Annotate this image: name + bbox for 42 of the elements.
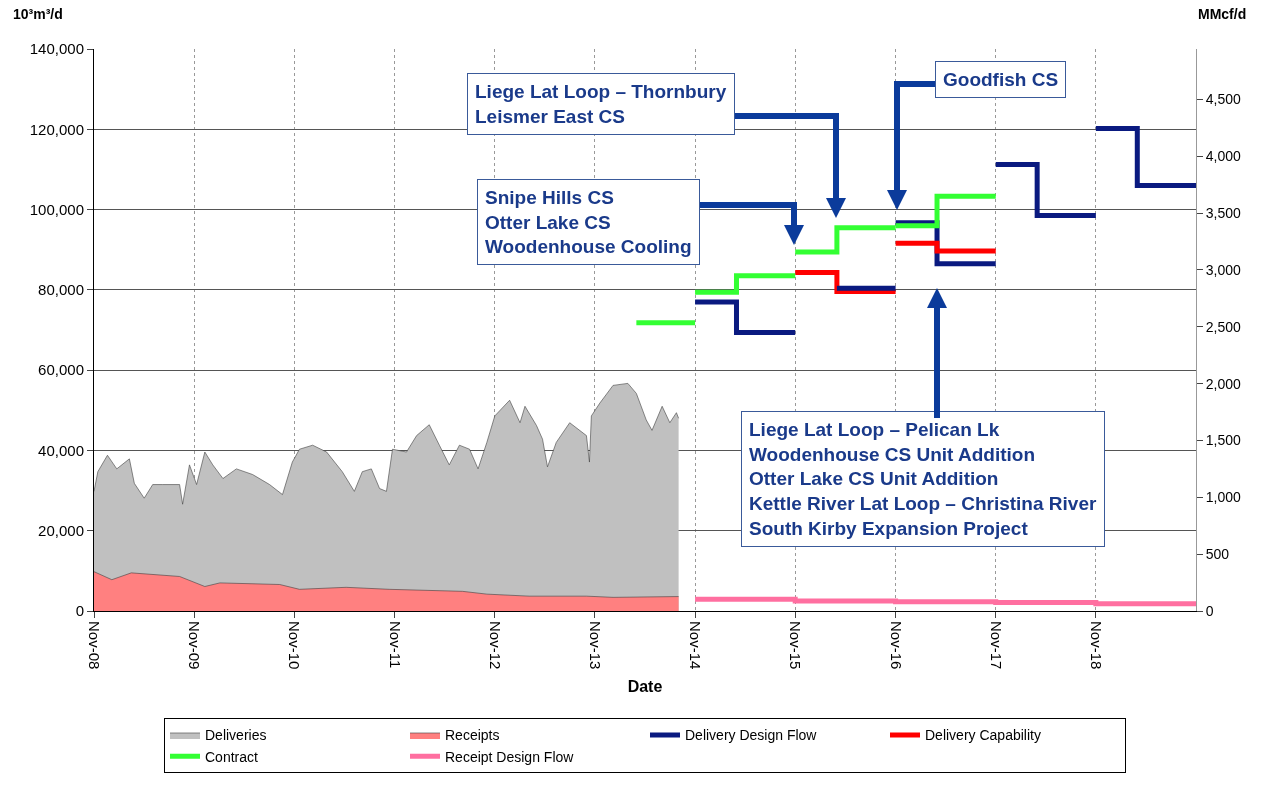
legend-label: Receipts [445,727,500,744]
y-tick-label: 20,000 [38,521,84,539]
y2-tick-label: 4,000 [1205,148,1242,165]
x-tick-label: Nov-15 [787,621,805,670]
x-tick-label: Nov-11 [386,621,404,669]
y-tick-label: 80,000 [38,281,84,299]
x-tick-label: Nov-16 [887,621,905,670]
x-tick-label: Nov-17 [987,621,1005,670]
y2-tick-label: 3,000 [1205,261,1242,278]
y-tick-label: 40,000 [38,441,84,459]
x-tick-label: Nov-08 [86,621,104,670]
y2-tick-label: 1,500 [1205,432,1242,449]
y-tick-label: 140,000 [29,40,84,58]
y2-axis-title: MMcf/d [1198,6,1247,22]
x-tick-label: Nov-12 [486,621,504,670]
legend-label: Contract [205,748,259,765]
annotation: Snipe Hills CS Otter Lake CS Woodenhouse Cooling [485,187,692,258]
y2-tick-label: 4,500 [1205,91,1242,108]
x-tick-label: Nov-10 [286,621,304,670]
x-tick-label: Nov-09 [186,621,204,670]
legend-label: Receipt Design Flow [445,748,575,765]
legend-label: Deliveries [205,727,267,744]
y-tick-label: 120,000 [29,120,84,138]
x-tick-label: Nov-13 [587,621,605,670]
y2-tick-label: 2,500 [1205,318,1242,335]
y-tick-label: 0 [75,602,84,620]
y-tick-label: 100,000 [29,200,84,218]
annotation: Goodfish CS [943,69,1059,90]
y2-tick-label: 1,000 [1205,489,1242,506]
y2-tick-label: 500 [1205,546,1230,563]
y-axis-title: 10³m³/d [13,6,63,22]
x-axis-title: Date [627,678,663,696]
x-tick-label: Nov-18 [1087,621,1105,670]
annotation: Liege Lat Loop – Pelican Lk Woodenhouse CS Unit Addition Otter Lake CS Unit Addition Kettle River Lat Loop – Christina River South Kirby Expansion Project [749,419,1097,539]
legend-label: Delivery Design Flow [685,727,818,744]
y2-tick-label: 3,500 [1205,205,1242,222]
annotation: Liege Lat Loop – Thornbury Leismer East CS [475,81,727,127]
x-tick-label: Nov-14 [687,621,705,670]
y2-tick-label: 0 [1205,602,1214,619]
y2-tick-label: 2,000 [1205,375,1242,392]
y-tick-label: 60,000 [38,361,84,379]
legend-label: Delivery Capability [925,727,1041,744]
